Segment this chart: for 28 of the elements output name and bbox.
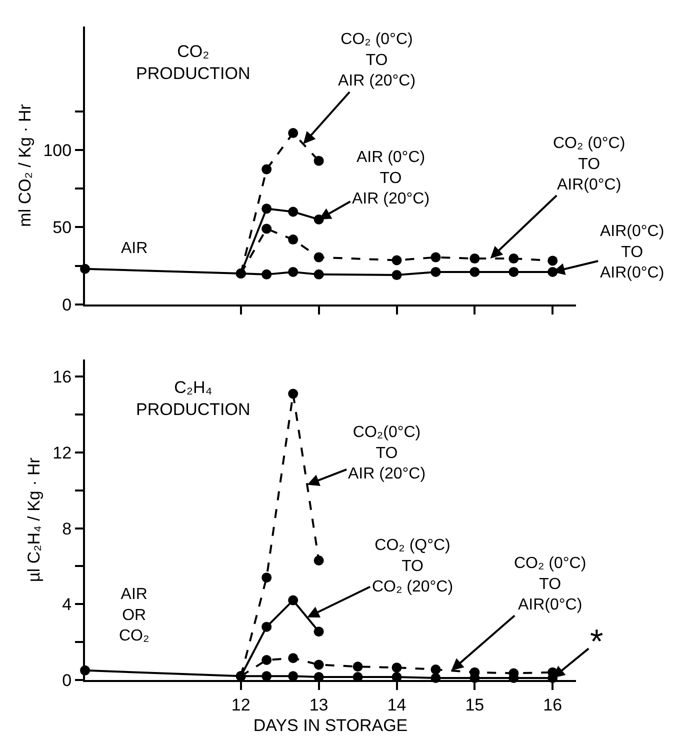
y-tick-label: 4 xyxy=(62,595,72,614)
y-tick-label: 50 xyxy=(52,218,72,238)
y-tick-label: 12 xyxy=(52,443,72,462)
annotation: CO₂ (0°C) TO AIR(0°C) xyxy=(553,135,626,194)
y-tick-label: 8 xyxy=(62,519,72,538)
y-tick-label: 16 xyxy=(52,368,72,387)
annotation: AIR OR CO₂ xyxy=(119,586,150,645)
annotation: CO₂ (Q°C) TO CO₂ (20°C) xyxy=(372,537,454,596)
annotation: AIR xyxy=(121,240,148,257)
annotation: AIR (0°C) TO AIR (20°C) xyxy=(352,149,430,208)
annotation: * xyxy=(590,623,604,661)
x-tick-label: 16 xyxy=(543,695,562,714)
y-tick-label: 0 xyxy=(62,295,72,314)
x-tick-label: 15 xyxy=(465,695,484,714)
y-tick-label: 100 xyxy=(43,140,72,160)
x-axis-title: DAYS IN STORAGE xyxy=(253,716,408,736)
x-tick-label: 13 xyxy=(309,695,328,714)
y-axis-title: ml CO₂ / Kg · Hr xyxy=(15,104,34,227)
x-tick-label: 12 xyxy=(231,695,250,714)
x-tick-label: 14 xyxy=(387,695,406,714)
text: C₂H₄ PRODUCTION xyxy=(136,378,250,420)
y-tick-label: 0 xyxy=(62,670,72,690)
annotation: AIR(0°C) TO AIR(0°C) xyxy=(600,223,664,282)
annotation: CO₂ (0°C) TO AIR (20°C) xyxy=(338,31,416,90)
y-axis-title: µl C₂H₄ / Kg · Hr xyxy=(24,457,44,582)
annotation: CO₂(0°C) TO AIR (20°C) xyxy=(348,424,426,483)
text: CO₂ PRODUCTION xyxy=(136,42,250,84)
annotation: CO₂ (0°C) TO AIR(0°C) xyxy=(514,555,586,614)
